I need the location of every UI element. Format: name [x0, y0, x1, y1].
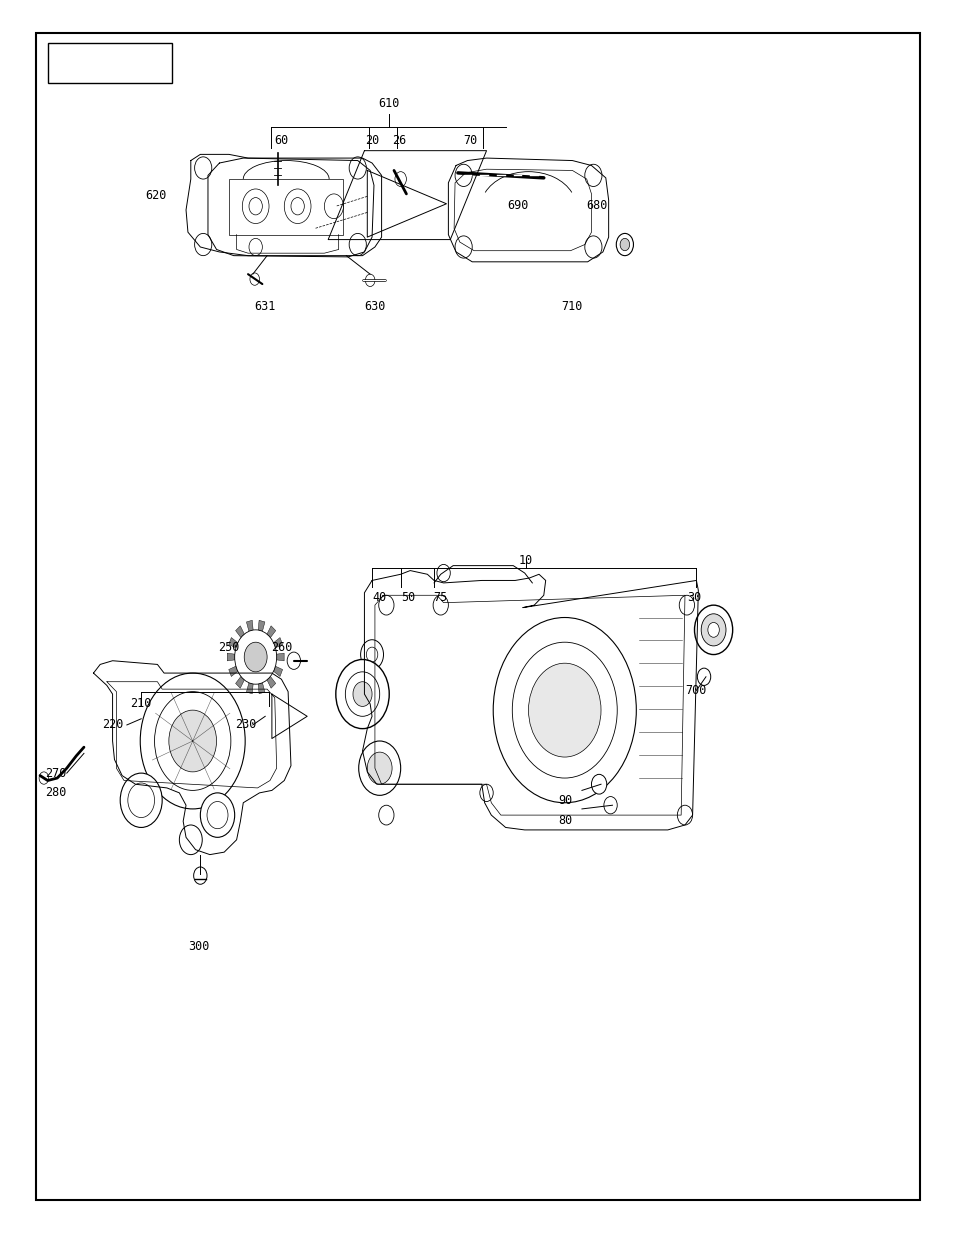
Circle shape: [287, 652, 300, 669]
Polygon shape: [274, 666, 282, 677]
Text: 690: 690: [507, 199, 528, 211]
Circle shape: [367, 752, 392, 784]
Polygon shape: [267, 677, 275, 688]
Circle shape: [120, 773, 162, 827]
Text: 220: 220: [102, 719, 123, 731]
Circle shape: [584, 236, 601, 258]
Circle shape: [603, 797, 617, 814]
Circle shape: [250, 273, 259, 285]
Circle shape: [591, 774, 606, 794]
Text: 75: 75: [434, 592, 447, 604]
Text: 26: 26: [392, 135, 405, 147]
Text: 680: 680: [585, 199, 606, 211]
Circle shape: [455, 236, 472, 258]
Circle shape: [358, 741, 400, 795]
Circle shape: [677, 805, 692, 825]
Circle shape: [528, 663, 600, 757]
Polygon shape: [235, 626, 244, 637]
Polygon shape: [258, 683, 265, 694]
Text: 230: 230: [235, 719, 256, 731]
Text: 630: 630: [364, 300, 385, 312]
Text: 260: 260: [271, 641, 292, 653]
Circle shape: [378, 805, 394, 825]
Polygon shape: [246, 620, 253, 631]
Text: 210: 210: [131, 698, 152, 710]
Circle shape: [193, 867, 207, 884]
Text: 610: 610: [378, 98, 399, 110]
Polygon shape: [267, 626, 275, 637]
Circle shape: [395, 172, 406, 186]
Circle shape: [349, 233, 366, 256]
Text: 90: 90: [558, 794, 572, 806]
Polygon shape: [276, 653, 284, 661]
Text: 631: 631: [254, 300, 275, 312]
Text: 50: 50: [401, 592, 415, 604]
Circle shape: [169, 710, 216, 772]
Circle shape: [194, 233, 212, 256]
Text: 40: 40: [373, 592, 386, 604]
Circle shape: [353, 682, 372, 706]
Text: 300: 300: [188, 940, 209, 952]
Circle shape: [200, 793, 234, 837]
Text: 80: 80: [558, 814, 572, 826]
Text: 70: 70: [463, 135, 476, 147]
Circle shape: [39, 772, 49, 784]
Text: 20: 20: [365, 135, 378, 147]
Circle shape: [244, 642, 267, 672]
Circle shape: [619, 238, 629, 251]
Circle shape: [455, 164, 472, 186]
Polygon shape: [227, 653, 234, 661]
Circle shape: [433, 595, 448, 615]
Circle shape: [584, 164, 601, 186]
Circle shape: [140, 673, 245, 809]
Circle shape: [479, 784, 493, 802]
Circle shape: [700, 614, 725, 646]
Circle shape: [360, 640, 383, 669]
Circle shape: [707, 622, 719, 637]
Polygon shape: [274, 637, 282, 648]
Polygon shape: [258, 620, 265, 631]
Circle shape: [179, 825, 202, 855]
Text: 700: 700: [684, 684, 705, 697]
Text: 710: 710: [560, 300, 581, 312]
Text: 60: 60: [274, 135, 288, 147]
Text: 30: 30: [686, 592, 700, 604]
Polygon shape: [246, 683, 253, 694]
Circle shape: [378, 595, 394, 615]
Polygon shape: [235, 677, 244, 688]
Text: 250: 250: [218, 641, 239, 653]
Circle shape: [697, 668, 710, 685]
Circle shape: [694, 605, 732, 655]
Circle shape: [493, 618, 636, 803]
Polygon shape: [229, 637, 237, 648]
Circle shape: [436, 564, 450, 582]
Bar: [48, 43, 172, 83]
Text: 270: 270: [45, 767, 66, 779]
Circle shape: [679, 595, 694, 615]
Circle shape: [365, 274, 375, 287]
Circle shape: [194, 157, 212, 179]
Circle shape: [234, 630, 276, 684]
Bar: [229, 179, 343, 235]
Text: 280: 280: [45, 787, 66, 799]
Text: 620: 620: [146, 189, 167, 201]
Text: 10: 10: [518, 555, 532, 567]
Circle shape: [335, 659, 389, 729]
Circle shape: [616, 233, 633, 256]
Polygon shape: [229, 666, 237, 677]
Circle shape: [349, 157, 366, 179]
